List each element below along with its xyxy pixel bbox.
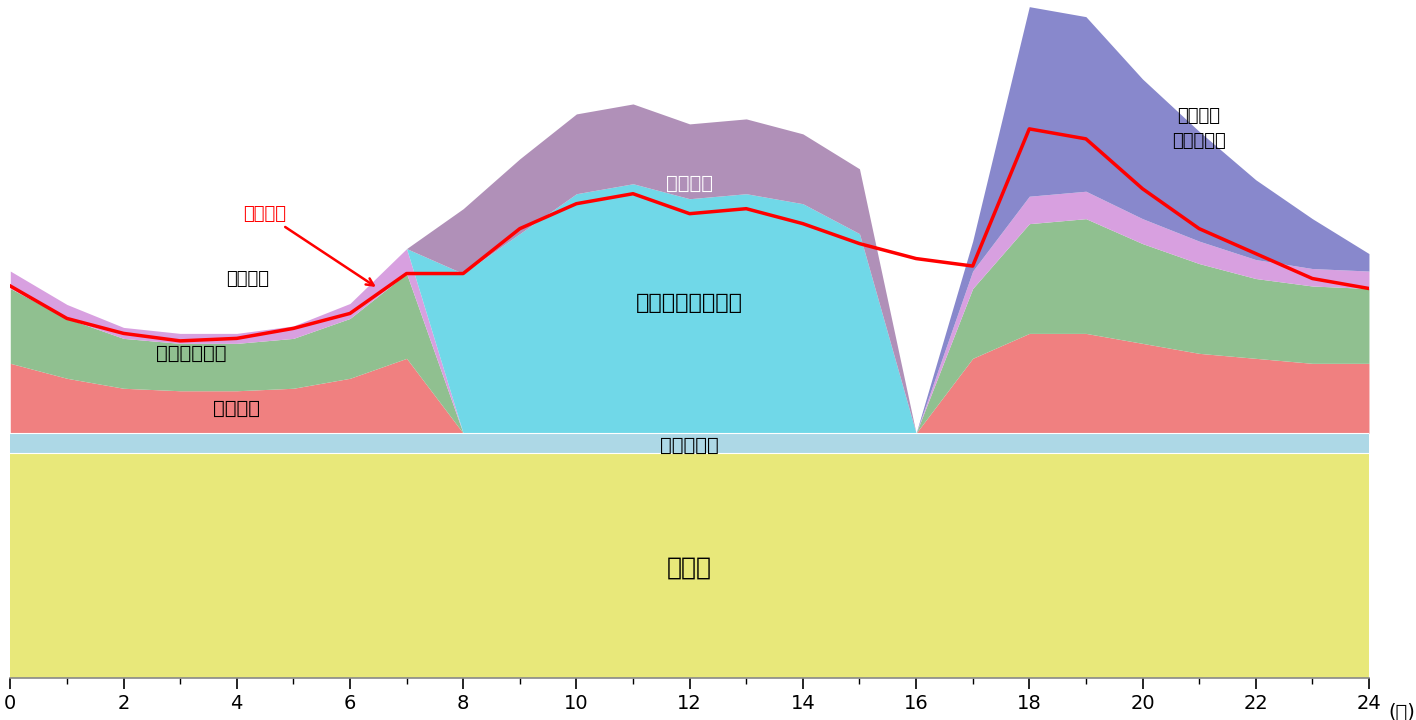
Text: 太陽光・風力など: 太陽光・風力など: [636, 294, 743, 313]
Text: 天然ガス火力: 天然ガス火力: [156, 344, 227, 363]
Text: 揚水動力: 揚水動力: [666, 174, 714, 193]
Text: 需要曲線: 需要曲線: [244, 204, 374, 285]
Text: (時): (時): [1389, 703, 1416, 720]
Text: 豯水池式
揚水式水力: 豯水池式 揚水式水力: [1172, 107, 1226, 150]
Text: 石炭火力: 石炭火力: [214, 399, 261, 418]
Text: 石油火力: 石油火力: [227, 269, 269, 287]
Text: 原子力: 原子力: [667, 556, 712, 580]
Text: 自流式水力: 自流式水力: [660, 436, 719, 455]
